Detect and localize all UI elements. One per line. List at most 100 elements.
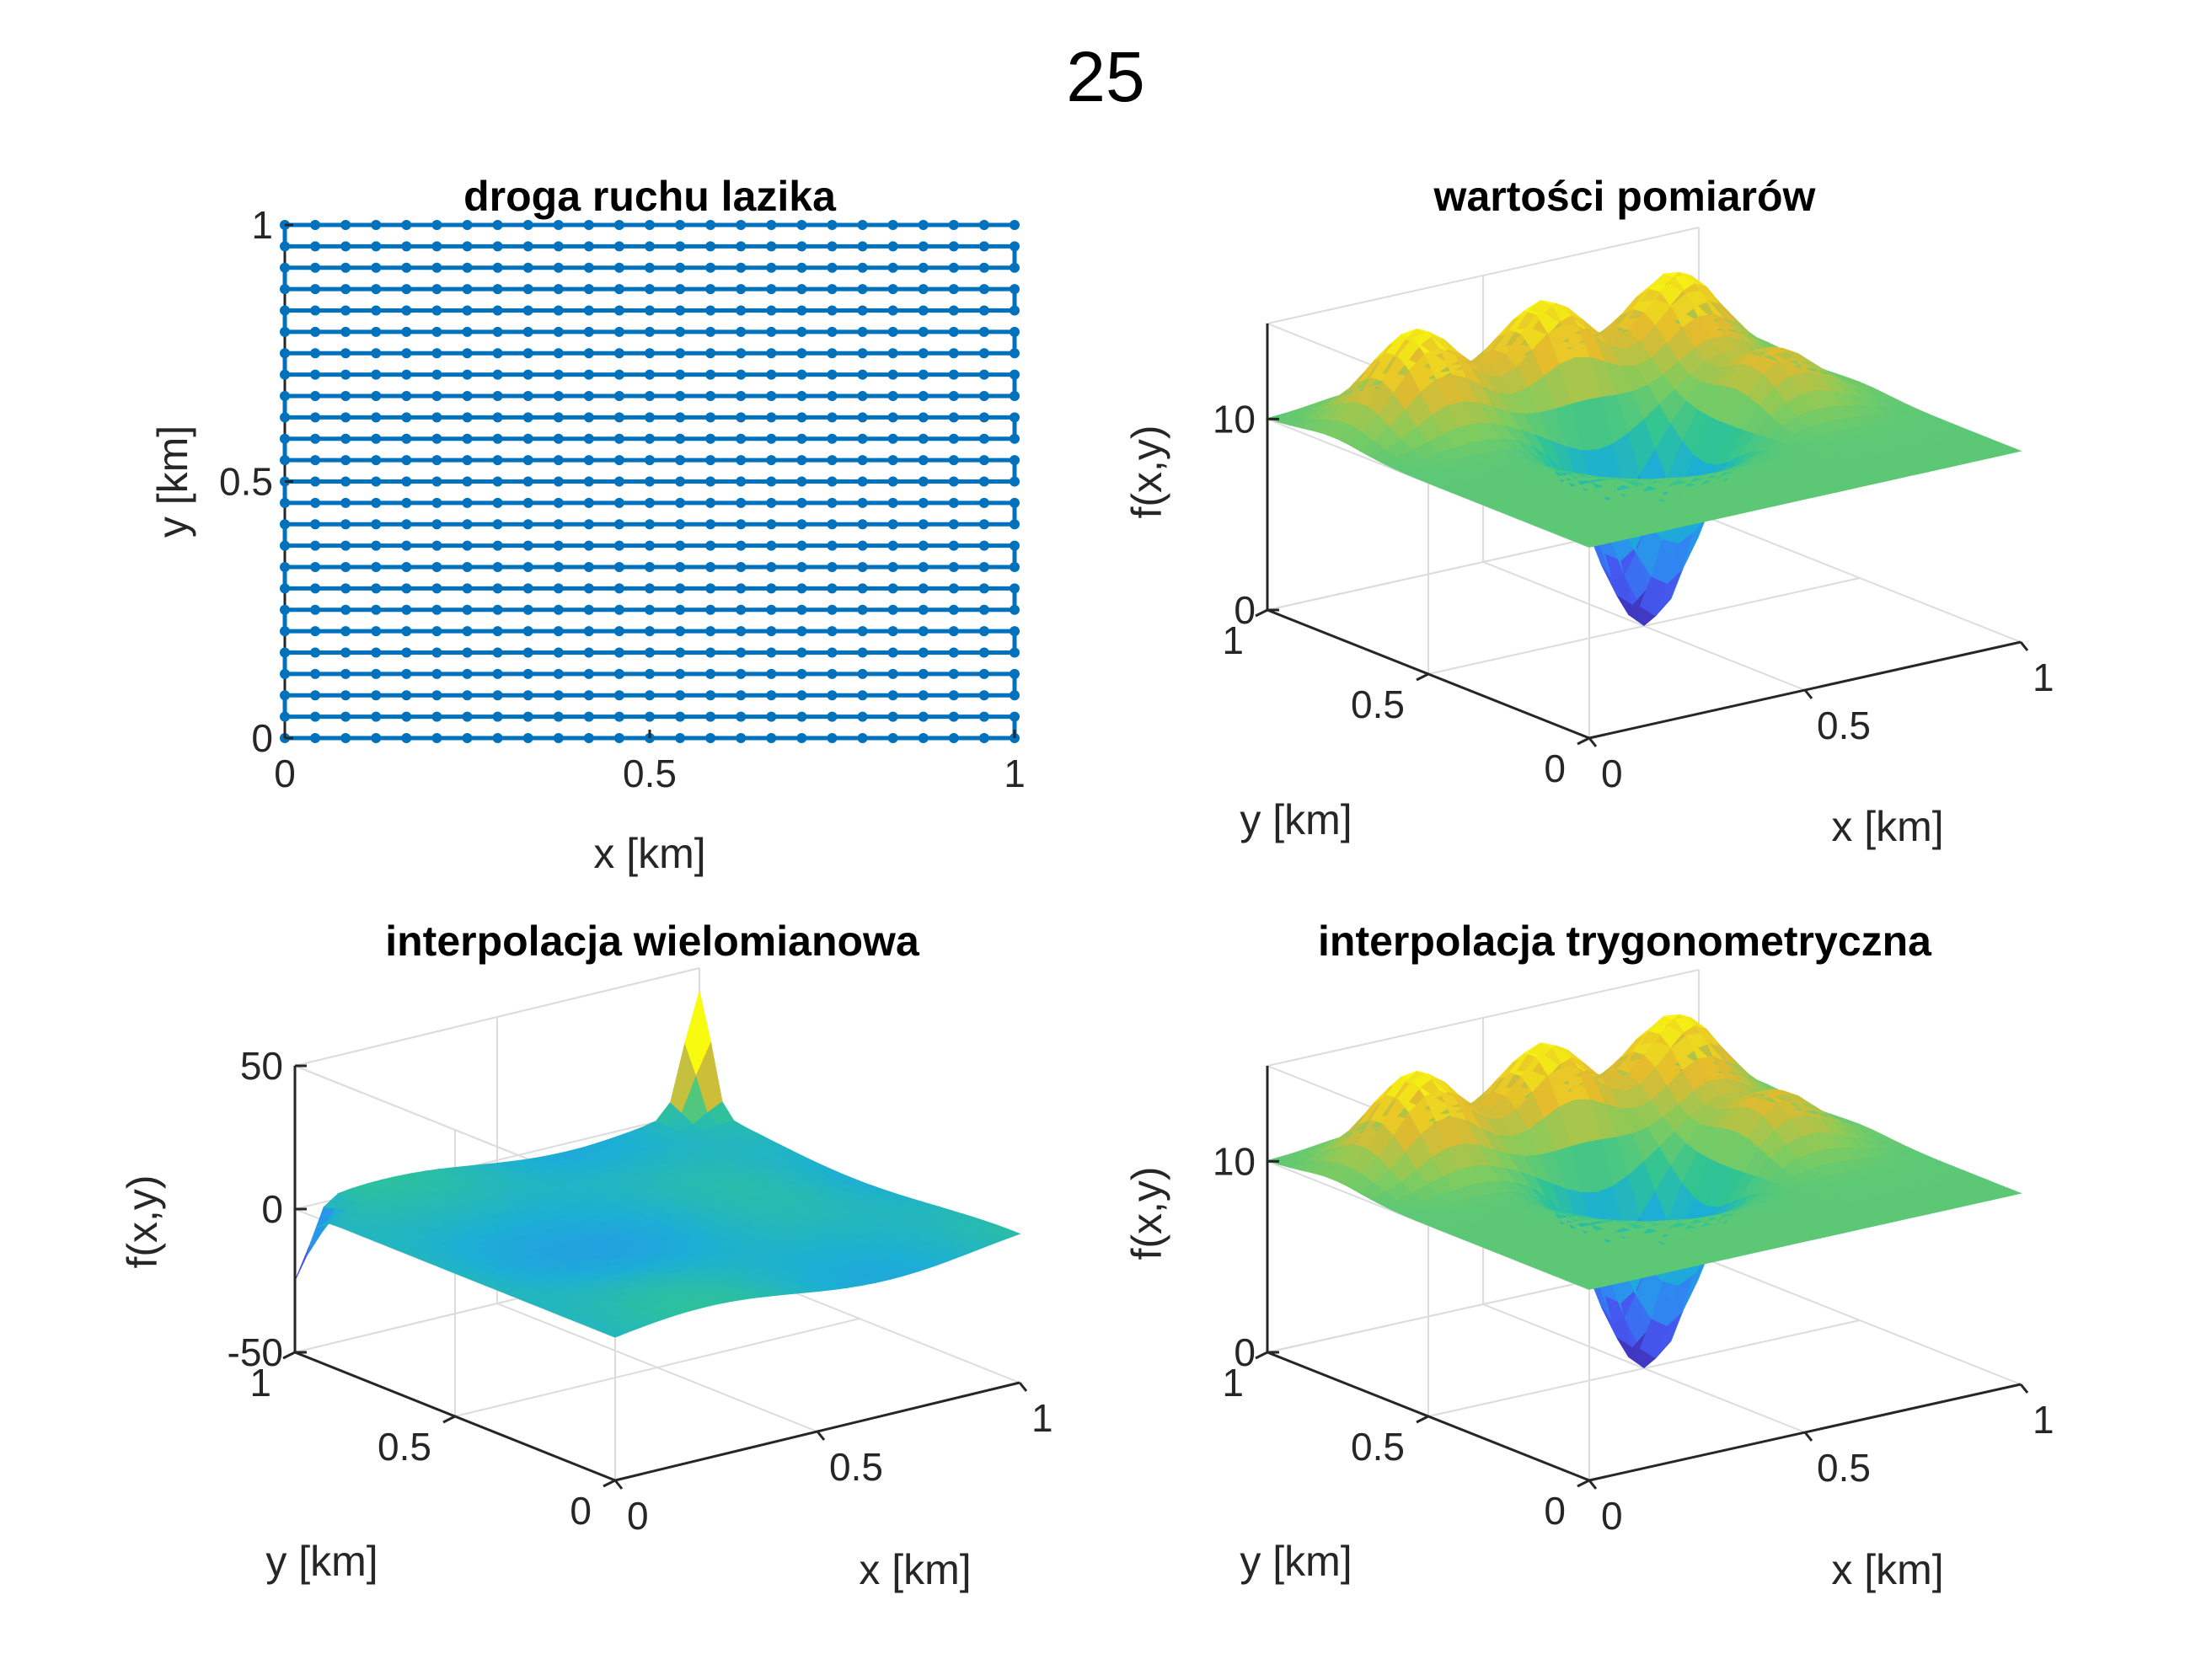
path-point — [1010, 305, 1020, 316]
y-tick-label: 1 — [1222, 618, 1244, 662]
path-point — [401, 690, 412, 701]
z-tick-label: -50 — [228, 1330, 283, 1374]
path-point — [371, 433, 382, 444]
path-point — [340, 711, 351, 722]
path-point — [462, 668, 473, 679]
path-point — [280, 369, 290, 380]
path-point — [736, 412, 747, 423]
path-point — [978, 733, 989, 743]
y-tick-mark — [1255, 608, 1268, 618]
path-point — [948, 690, 959, 701]
path-point — [736, 476, 747, 487]
path-point — [553, 690, 564, 701]
path-point — [887, 711, 898, 722]
path-point — [371, 476, 382, 487]
path-point — [857, 369, 868, 380]
path-point — [371, 305, 382, 316]
path-point — [978, 519, 989, 530]
path-point — [492, 455, 503, 466]
path-point — [492, 369, 503, 380]
path-point — [310, 391, 321, 401]
figure-title: 25 — [1066, 37, 1144, 116]
path-point — [583, 220, 594, 230]
path-point — [978, 562, 989, 572]
path-point — [553, 668, 564, 679]
path-point — [522, 668, 533, 679]
path-point — [736, 326, 747, 337]
path-point — [431, 241, 442, 252]
path-point — [796, 668, 807, 679]
path-point — [553, 583, 564, 594]
path-point — [766, 391, 777, 401]
path-point — [522, 583, 533, 594]
path-point — [736, 241, 747, 252]
path-point — [462, 626, 473, 637]
path-point — [401, 305, 412, 316]
path-point — [1010, 433, 1020, 444]
path-point — [280, 690, 290, 701]
path-point — [736, 733, 747, 743]
path-point — [492, 412, 503, 423]
path-point — [796, 519, 807, 530]
path-point — [948, 476, 959, 487]
path-point — [340, 540, 351, 551]
path-point — [431, 519, 442, 530]
path-point — [401, 433, 412, 444]
path-point — [827, 433, 838, 444]
path-point — [766, 647, 777, 658]
path-point — [978, 326, 989, 337]
path-point — [827, 348, 838, 359]
path-point — [887, 668, 898, 679]
path-point — [857, 711, 868, 722]
path-point — [796, 455, 807, 466]
path-point — [431, 626, 442, 637]
x-tick-mark — [1588, 1480, 1598, 1490]
path-point — [675, 220, 686, 230]
path-point — [736, 284, 747, 295]
path-point — [1010, 690, 1020, 701]
path-point — [796, 412, 807, 423]
path-point — [280, 348, 290, 359]
chart-title: droga ruchu lazika — [463, 173, 837, 220]
path-point — [492, 519, 503, 530]
path-point — [1010, 348, 1020, 359]
path-point — [766, 412, 777, 423]
path-point — [401, 326, 412, 337]
path-point — [613, 369, 624, 380]
path-point — [522, 519, 533, 530]
y-tick-mark — [603, 1479, 616, 1488]
path-point — [857, 519, 868, 530]
path-point — [978, 433, 989, 444]
y-tick-mark — [442, 1415, 456, 1424]
path-point — [857, 433, 868, 444]
path-point — [401, 540, 412, 551]
path-point — [766, 284, 777, 295]
y-tick-mark — [1416, 672, 1429, 682]
path-point — [675, 711, 686, 722]
path-point — [645, 220, 655, 230]
path-point — [340, 455, 351, 466]
path-point — [613, 241, 624, 252]
path-point — [613, 348, 624, 359]
path-point — [887, 412, 898, 423]
path-point — [705, 562, 716, 572]
path-point — [796, 433, 807, 444]
path-point — [401, 583, 412, 594]
path-point — [583, 433, 594, 444]
path-point — [736, 455, 747, 466]
path-point — [492, 733, 503, 743]
path-point — [675, 241, 686, 252]
path-point — [401, 519, 412, 530]
y-tick-mark — [282, 1351, 296, 1360]
path-point — [371, 647, 382, 658]
path-point — [827, 519, 838, 530]
path-point — [310, 476, 321, 487]
path-point — [492, 562, 503, 572]
path-point — [736, 690, 747, 701]
path-point — [492, 583, 503, 594]
path-point — [918, 220, 929, 230]
path-point — [340, 326, 351, 337]
path-point — [887, 455, 898, 466]
panel-path: 0 0.5 1 0 0.5 1 droga ruchu lazika x [km] y [km] — [149, 173, 1026, 877]
path-point — [431, 412, 442, 423]
